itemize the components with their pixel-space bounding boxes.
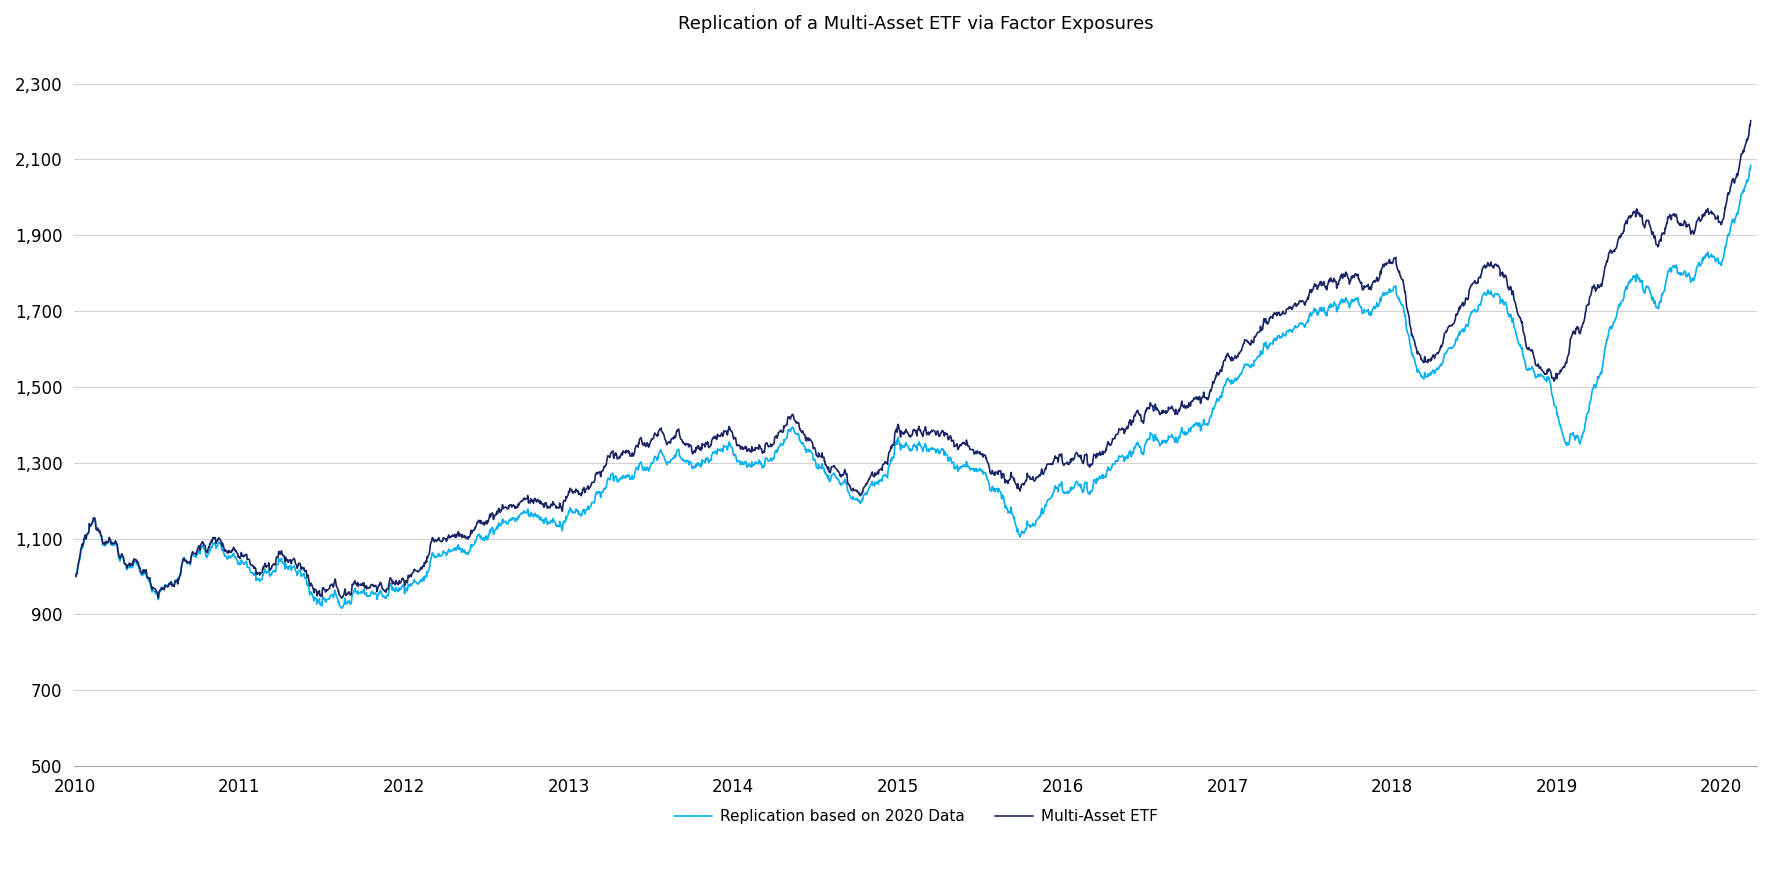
Title: Replication of a Multi-Asset ETF via Factor Exposures: Replication of a Multi-Asset ETF via Fac… [679,15,1154,33]
Line: Multi-Asset ETF: Multi-Asset ETF [76,120,1751,598]
Line: Replication based on 2020 Data: Replication based on 2020 Data [76,165,1751,608]
Legend: Replication based on 2020 Data, Multi-Asset ETF: Replication based on 2020 Data, Multi-As… [668,804,1164,830]
